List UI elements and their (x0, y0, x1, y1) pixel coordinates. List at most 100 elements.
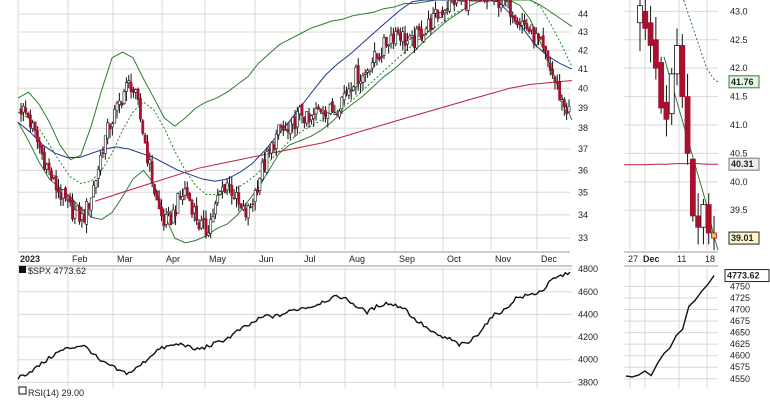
main-candle-body (28, 114, 32, 128)
main-candle-body (281, 125, 285, 130)
main-x-tick-label: Oct (447, 254, 462, 264)
spx-zoom-line-series (625, 275, 715, 378)
spxz-y-tick-label: 4650 (730, 328, 750, 338)
main-candle-body (190, 199, 194, 215)
main-candle-body (293, 116, 297, 130)
main-candle-body (246, 205, 250, 219)
spx-zoom-gridlines (624, 265, 718, 388)
main-candle-body (424, 28, 428, 34)
main-y-tick-label: 36 (578, 165, 588, 175)
main-x-tick-label: Apr (166, 254, 180, 264)
sma20-line (17, 0, 573, 196)
main-candle-body (495, 0, 498, 2)
main-candle-body (380, 56, 384, 58)
main-candle-body (75, 205, 79, 211)
main-candle-body (331, 101, 334, 113)
main-candle-body (452, 0, 456, 6)
spx-zoom-tag: 4773.62 (724, 269, 770, 283)
spxz-y-tick-label: 4725 (730, 293, 750, 303)
main-candle-body (319, 108, 323, 112)
main-candle-body (506, 0, 510, 2)
main-candle-body (129, 82, 133, 92)
main-candle-body (490, 0, 494, 2)
main-candle-body (160, 206, 163, 217)
main-candle-body (64, 187, 67, 199)
spx-gridlines (17, 265, 572, 388)
main-candle-body (441, 10, 444, 15)
main-candle-body (155, 190, 159, 201)
main-candle-body (263, 159, 266, 171)
zoom-candle-body (705, 204, 712, 234)
zoom-last-tag-box (728, 231, 760, 245)
zoom-bollinger-tag-box (728, 75, 760, 89)
main-candle-body (471, 0, 475, 2)
main-candle-body (134, 89, 138, 93)
main-candle-body (242, 205, 245, 210)
main-y-tick-label: 43 (578, 27, 588, 37)
main-candle-body (270, 142, 273, 154)
main-candle-body (204, 218, 208, 236)
main-candle-body (19, 108, 23, 115)
main-y-tick-label: 41 (578, 64, 588, 74)
spxz-y-tick-label: 4600 (730, 351, 750, 361)
main-candle-body (370, 62, 374, 69)
main-candle-body (387, 44, 391, 47)
main-candle-body (532, 26, 536, 44)
main-candle-body (516, 20, 519, 26)
main-candle-body (548, 62, 552, 71)
main-candle-body (148, 159, 152, 164)
main-candle-body (408, 35, 412, 40)
spxz-y-tick-label: 4625 (730, 339, 750, 349)
main-candle-body (525, 23, 529, 30)
main-candle-body (307, 112, 311, 123)
main-candle-body (54, 175, 58, 191)
main-candle-body (363, 72, 367, 75)
zoom-candle-body (689, 158, 696, 217)
spxz-y-tick-label: 4750 (730, 281, 750, 291)
main-candle-body (523, 19, 526, 25)
zoom-x-tick-label: Dec (643, 254, 660, 264)
main-candle-body (43, 151, 46, 170)
main-candles (19, 0, 571, 239)
main-candle-body (492, 0, 496, 2)
main-candle-body (373, 50, 377, 64)
zoom-time-axis: 27 Dec 11 18 (628, 254, 715, 264)
main-candle-body (487, 0, 491, 2)
main-candle-body (347, 88, 351, 96)
main-candle-body (382, 37, 386, 56)
main-candle-body (167, 211, 170, 214)
zoom-candle-body (684, 96, 691, 154)
zoom-candle-body (647, 22, 654, 46)
main-candle-body (26, 112, 30, 118)
main-candle-body (553, 76, 557, 83)
zoom-price-tags: 41.76 40.31 39.01 (728, 75, 760, 245)
spx-legend-label: $SPX 4773.62 (28, 266, 86, 276)
main-candle-body (85, 201, 88, 225)
main-candle-body (427, 18, 430, 32)
main-candle-body (359, 80, 362, 84)
main-candle-body (541, 35, 545, 47)
main-candle-body (239, 203, 243, 209)
main-candle-body (78, 206, 81, 222)
zoom-x-tick-label: 11 (677, 254, 686, 264)
main-candle-body (345, 90, 348, 93)
main-candle-body (132, 88, 135, 93)
main-candle-body (429, 18, 433, 31)
main-candle-body (35, 129, 39, 142)
main-x-tick-label: Sep (399, 254, 415, 264)
zoom-recent-panel: 39.5 40.0 40.5 41.0 41.5 42.0 42.5 43.0 27 Dec 11… (624, 0, 760, 264)
main-candle-body (174, 211, 177, 217)
main-candle-body (225, 182, 229, 191)
main-candle-body (518, 22, 522, 25)
main-candle-body (150, 161, 154, 184)
main-candle-body (117, 100, 121, 105)
zoom-candle-body (652, 39, 659, 69)
main-candle-body (68, 196, 72, 203)
zoom-bollinger-upper (683, 0, 719, 83)
main-candle-body (284, 129, 288, 132)
main-candle-body (71, 199, 74, 220)
main-candle-body (249, 206, 252, 208)
main-candle-body (206, 232, 210, 236)
main-candle-body (530, 24, 533, 31)
main-candle-body (450, 0, 454, 2)
